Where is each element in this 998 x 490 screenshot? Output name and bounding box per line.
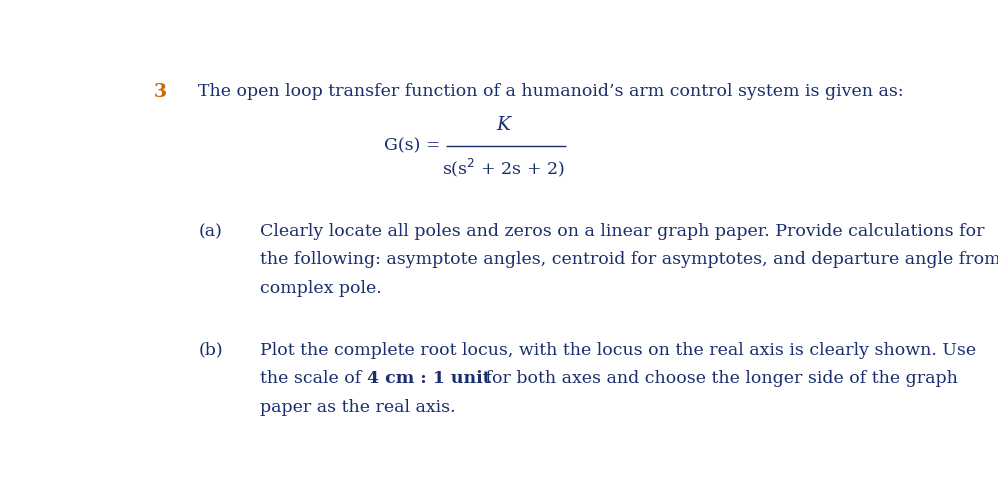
Text: the following: asymptote angles, centroid for asymptotes, and departure angle fr: the following: asymptote angles, centroi… — [260, 251, 998, 268]
Text: G(s) =: G(s) = — [384, 137, 440, 154]
Text: (a): (a) — [199, 223, 223, 240]
Text: Plot the complete root locus, with the locus on the real axis is clearly shown. : Plot the complete root locus, with the l… — [260, 342, 976, 359]
Text: Clearly locate all poles and zeros on a linear graph paper. Provide calculations: Clearly locate all poles and zeros on a … — [260, 223, 985, 240]
Text: complex pole.: complex pole. — [260, 279, 382, 296]
Text: the scale of: the scale of — [260, 370, 367, 387]
Text: The open loop transfer function of a humanoid’s arm control system is given as:: The open loop transfer function of a hum… — [199, 83, 904, 100]
Text: 4 cm : 1 unit: 4 cm : 1 unit — [367, 370, 491, 387]
Text: s(s$^{2}$ + 2s + 2): s(s$^{2}$ + 2s + 2) — [442, 157, 565, 179]
Text: (b): (b) — [199, 342, 223, 359]
Text: 3: 3 — [154, 83, 168, 101]
Text: for both axes and choose the longer side of the graph: for both axes and choose the longer side… — [480, 370, 957, 387]
Text: K: K — [497, 116, 511, 134]
Text: paper as the real axis.: paper as the real axis. — [260, 399, 456, 416]
